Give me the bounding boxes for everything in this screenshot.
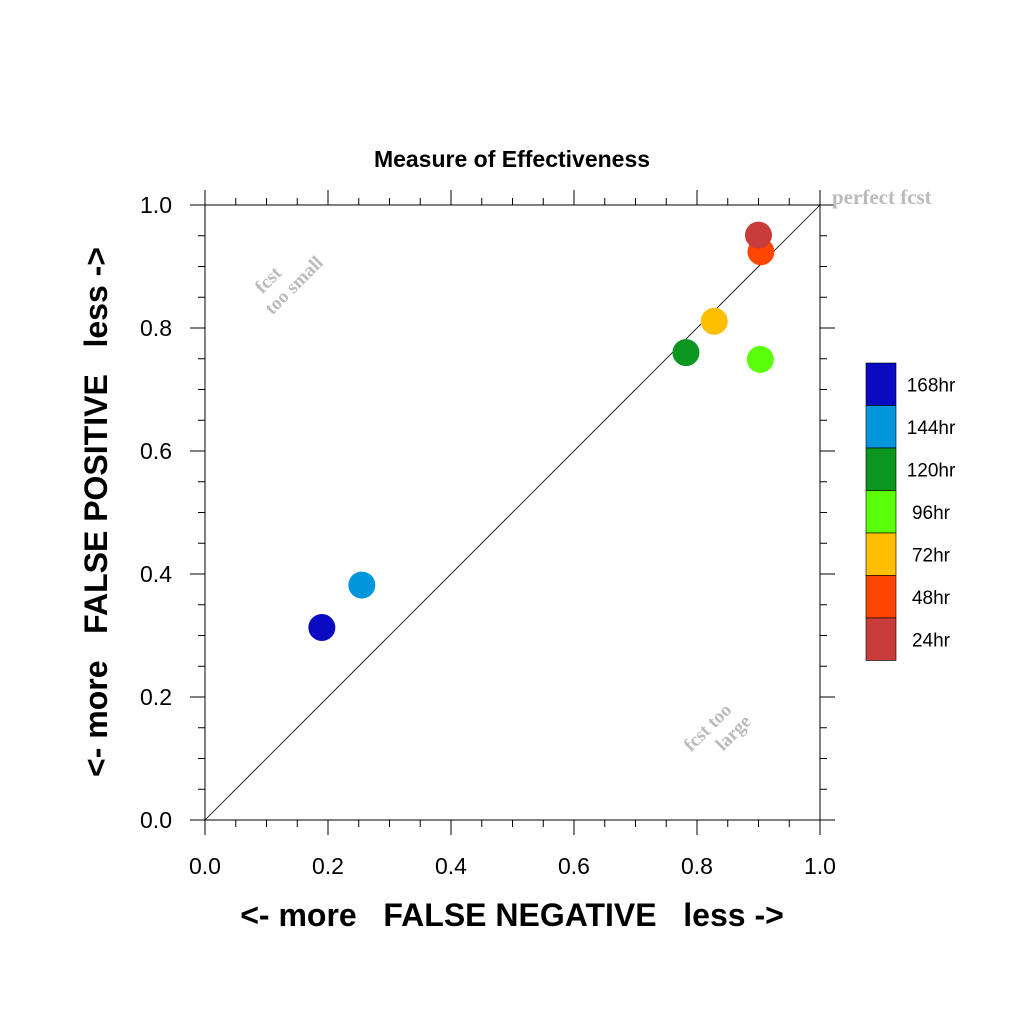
data-points [308,221,775,642]
legend: 168hr 144hr 120hr 96hr 72hr 48hr 24hr [865,362,956,661]
x-tick-label: 1.0 [804,853,836,879]
data-point-72hr [700,307,728,335]
x-tick-label: 0.0 [189,853,221,879]
y-axis-label: <- more FALSE POSITIVE less -> [78,247,114,777]
legend-swatch-72hr [865,532,897,576]
legend-label-168hr: 168hr [907,375,956,396]
x-tick-label: 0.2 [312,853,344,879]
legend-label-120hr: 120hr [907,460,956,481]
legend-swatch-96hr [865,490,897,534]
data-point-144hr [348,571,376,599]
legend-label-96hr: 96hr [912,503,951,524]
x-tick-label: 0.8 [681,853,713,879]
x-axis-label: <- more FALSE NEGATIVE less -> [240,897,784,933]
legend-label-48hr: 48hr [912,588,951,609]
perfect-forecast-line [204,204,821,821]
legend-label-72hr: 72hr [912,545,951,566]
data-point-96hr [746,345,774,373]
y-tick-label: 0.8 [140,315,172,341]
legend-label-144hr: 144hr [907,418,956,439]
legend-label-24hr: 24hr [912,630,951,651]
legend-swatch-168hr [865,362,897,406]
axis-tick-labels: 0.0 0.2 0.4 0.6 0.8 1.0 0.0 0.2 0.4 0.6 0.8 1.0 [140,192,836,879]
data-point-24hr [745,221,772,249]
y-tick-label: 1.0 [140,192,172,218]
legend-swatch-120hr [865,447,897,491]
legend-swatch-144hr [865,405,897,449]
legend-swatch-24hr [865,617,897,661]
data-point-168hr [308,614,336,642]
y-tick-label: 0.4 [140,561,172,587]
fcst-too-small-annotation: fcst too small [245,237,327,319]
y-tick-label: 0.0 [140,807,172,833]
x-tick-label: 0.6 [558,853,590,879]
y-tick-label: 0.6 [140,438,172,464]
chart-title: Measure of Effectiveness [374,146,650,172]
data-point-120hr [672,339,700,367]
legend-swatch-48hr [865,575,897,619]
y-tick-label: 0.2 [140,684,172,710]
axis-ticks [190,190,835,835]
x-tick-label: 0.4 [435,853,467,879]
fcst-too-large-annotation: fcst too large [680,696,756,772]
perfect-forecast-label: perfect fcst [832,185,932,209]
